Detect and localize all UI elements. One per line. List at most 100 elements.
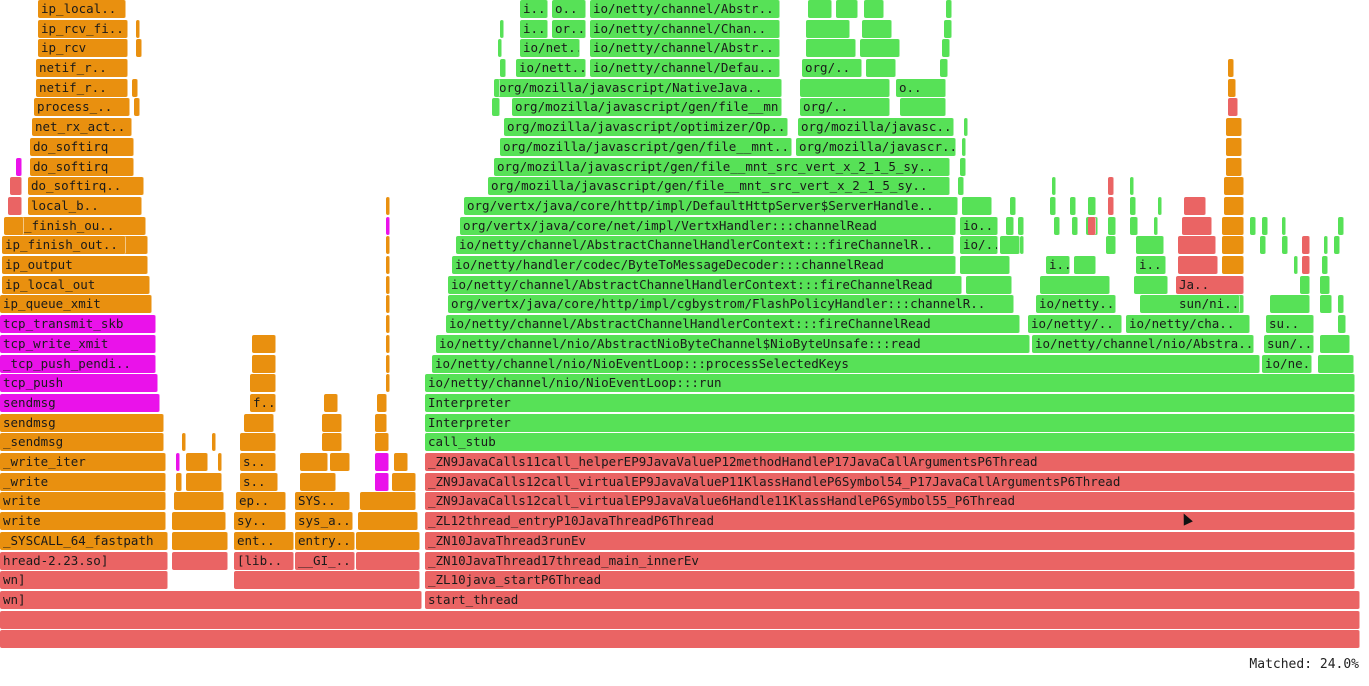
flame-frame[interactable]: io/netty/channel/nio/NioEventLoop:::proc… bbox=[432, 355, 1260, 373]
flame-frame[interactable] bbox=[172, 552, 228, 570]
flame-frame[interactable] bbox=[1184, 197, 1206, 215]
flame-frame[interactable] bbox=[0, 611, 1360, 629]
flame-frame[interactable] bbox=[1052, 177, 1056, 195]
flame-frame[interactable]: s.. bbox=[240, 473, 278, 491]
flame-frame[interactable]: ip_local.. bbox=[38, 0, 126, 18]
flame-frame[interactable]: io/netty/channel/AbstractChannelHandlerC… bbox=[456, 236, 954, 254]
flame-frame[interactable]: process_.. bbox=[34, 98, 130, 116]
flame-frame[interactable]: wn] bbox=[0, 591, 422, 609]
flame-frame[interactable] bbox=[944, 20, 952, 38]
flame-frame[interactable]: net_rx_act.. bbox=[32, 118, 132, 136]
flame-frame[interactable]: i.. bbox=[1046, 256, 1070, 274]
flame-frame[interactable] bbox=[1324, 236, 1328, 254]
flame-frame[interactable] bbox=[182, 433, 186, 451]
flame-frame[interactable] bbox=[252, 335, 276, 353]
flame-frame[interactable] bbox=[1260, 236, 1266, 254]
flame-frame[interactable] bbox=[1334, 236, 1340, 254]
flame-frame[interactable]: ip_rcv_fi.. bbox=[38, 20, 128, 38]
flame-frame[interactable] bbox=[800, 79, 890, 97]
flame-frame[interactable] bbox=[494, 79, 500, 97]
flame-frame[interactable] bbox=[946, 0, 952, 18]
flame-frame[interactable]: io/netty/channel/Abstr.. bbox=[590, 0, 780, 18]
flame-frame[interactable]: org/vertx/java/core/http/impl/cgbystrom/… bbox=[448, 295, 1014, 313]
flame-frame[interactable] bbox=[386, 276, 390, 294]
flame-frame[interactable] bbox=[500, 59, 506, 77]
flame-frame[interactable] bbox=[358, 512, 418, 530]
flame-frame[interactable] bbox=[330, 453, 350, 471]
flame-frame[interactable]: wn] bbox=[0, 571, 168, 589]
flame-frame[interactable] bbox=[964, 118, 968, 136]
flame-frame[interactable] bbox=[4, 217, 24, 235]
flame-frame[interactable] bbox=[132, 79, 138, 97]
flame-frame[interactable] bbox=[392, 473, 416, 491]
flame-frame[interactable]: io/netty/channel/Abstr.. bbox=[590, 39, 780, 57]
flame-frame[interactable] bbox=[252, 355, 276, 373]
flame-frame[interactable] bbox=[1320, 335, 1350, 353]
flame-frame[interactable] bbox=[186, 473, 222, 491]
flame-frame[interactable] bbox=[900, 98, 946, 116]
flame-frame[interactable]: io/nett.. bbox=[516, 59, 586, 77]
flame-frame[interactable] bbox=[174, 492, 224, 510]
flame-frame[interactable]: _ZN10JavaThread17thread_main_innerEv bbox=[425, 552, 1355, 570]
flame-frame[interactable]: f.. bbox=[250, 394, 276, 412]
flame-frame[interactable]: Interpreter bbox=[425, 394, 1355, 412]
flame-frame[interactable]: _ZN9JavaCalls11call_helperEP9JavaValueP1… bbox=[425, 453, 1355, 471]
flame-frame[interactable]: org/mozilla/javasc.. bbox=[798, 118, 954, 136]
flame-frame[interactable] bbox=[1318, 355, 1354, 373]
flame-frame[interactable]: io.. bbox=[960, 217, 998, 235]
flame-frame[interactable]: s.. bbox=[240, 453, 276, 471]
flame-frame[interactable] bbox=[864, 0, 884, 18]
flame-frame[interactable] bbox=[1010, 197, 1016, 215]
flame-frame[interactable] bbox=[1228, 59, 1234, 77]
flame-frame[interactable] bbox=[1338, 315, 1346, 333]
flame-frame[interactable]: org/mozilla/javascript/gen/file__mnt_src… bbox=[488, 177, 950, 195]
flame-frame[interactable]: ip_finish_ou.. bbox=[6, 217, 146, 235]
flame-frame[interactable] bbox=[1072, 217, 1078, 235]
flame-frame[interactable] bbox=[962, 138, 966, 156]
flame-frame[interactable] bbox=[1182, 217, 1212, 235]
flame-frame[interactable] bbox=[1282, 236, 1288, 254]
flame-frame[interactable] bbox=[806, 20, 850, 38]
flame-frame[interactable]: ip_finish_out.. bbox=[2, 236, 148, 254]
flame-frame[interactable] bbox=[375, 453, 389, 471]
flame-frame[interactable] bbox=[176, 473, 182, 491]
flame-frame[interactable]: _SYSCALL_64_fastpath bbox=[0, 532, 168, 550]
flame-frame[interactable]: sun/.. bbox=[1264, 335, 1314, 353]
flame-frame[interactable] bbox=[375, 473, 389, 491]
flame-frame[interactable]: sys_a.. bbox=[295, 512, 353, 530]
flame-frame[interactable] bbox=[386, 217, 390, 235]
flame-frame[interactable]: io/netty/channel/AbstractChannelHandlerC… bbox=[448, 276, 962, 294]
flame-frame[interactable] bbox=[1074, 256, 1096, 274]
flame-frame[interactable]: org/mozilla/javascript/gen/file__mnt.. bbox=[500, 138, 792, 156]
flame-frame[interactable] bbox=[375, 414, 387, 432]
flame-frame[interactable] bbox=[1250, 217, 1256, 235]
flame-frame[interactable]: sy.. bbox=[234, 512, 286, 530]
flame-frame[interactable] bbox=[1300, 276, 1310, 294]
flame-frame[interactable]: hread-2.23.so] bbox=[0, 552, 168, 570]
flame-frame[interactable] bbox=[1226, 158, 1242, 176]
flame-frame[interactable]: SYS.. bbox=[295, 492, 350, 510]
flame-frame[interactable] bbox=[960, 256, 1010, 274]
flame-frame[interactable] bbox=[1226, 138, 1242, 156]
flame-frame[interactable]: _write_iter bbox=[0, 453, 166, 471]
flame-frame[interactable]: entry.. bbox=[295, 532, 355, 550]
flame-frame[interactable]: or.. bbox=[552, 20, 586, 38]
flame-frame[interactable]: io/netty/channel/AbstractChannelHandlerC… bbox=[446, 315, 1020, 333]
flame-frame[interactable]: _ZN9JavaCalls12call_virtualEP9JavaValueP… bbox=[425, 473, 1355, 491]
flame-frame[interactable] bbox=[244, 414, 274, 432]
flame-frame[interactable] bbox=[1018, 217, 1024, 235]
flame-frame[interactable] bbox=[212, 433, 216, 451]
flame-frame[interactable] bbox=[240, 433, 276, 451]
flame-frame[interactable] bbox=[1322, 256, 1328, 274]
flame-frame[interactable] bbox=[186, 453, 208, 471]
flame-frame[interactable] bbox=[386, 295, 390, 313]
flame-frame[interactable] bbox=[1006, 217, 1014, 235]
flame-frame[interactable] bbox=[492, 98, 500, 116]
flame-frame[interactable] bbox=[960, 158, 966, 176]
flame-frame[interactable]: do_softirq.. bbox=[28, 177, 144, 195]
flame-frame[interactable] bbox=[806, 39, 856, 57]
flame-frame[interactable] bbox=[360, 492, 416, 510]
flame-frame[interactable]: ep.. bbox=[236, 492, 286, 510]
flame-frame[interactable]: tcp_write_xmit bbox=[0, 335, 156, 353]
flame-frame[interactable] bbox=[1040, 276, 1110, 294]
